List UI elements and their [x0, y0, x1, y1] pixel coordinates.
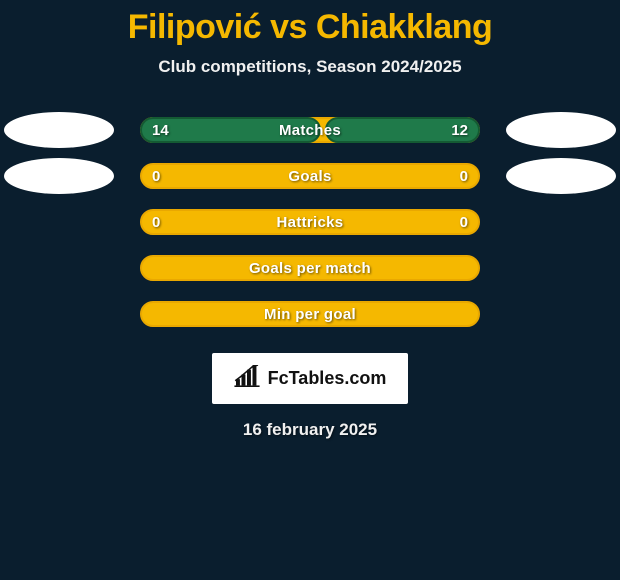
player-left-avatar — [4, 158, 114, 194]
player-right-avatar — [506, 112, 616, 148]
stat-bar: 0 Goals 0 — [140, 163, 480, 189]
stat-label: Goals per match — [249, 260, 371, 277]
stat-row-mpg: Min per goal — [0, 291, 620, 337]
stat-bar: 14 Matches 12 — [140, 117, 480, 143]
stat-value-left: 14 — [152, 122, 169, 139]
stat-row-hattricks: 0 Hattricks 0 — [0, 199, 620, 245]
stat-row-matches: 14 Matches 12 — [0, 107, 620, 153]
stat-value-left: 0 — [152, 168, 160, 185]
stat-label: Goals — [288, 168, 331, 185]
stat-bar: Min per goal — [140, 301, 480, 327]
stats-container: 14 Matches 12 0 Goals 0 0 Hattricks 0 Go… — [0, 107, 620, 337]
stat-value-left: 0 — [152, 214, 160, 231]
stat-label: Matches — [279, 122, 341, 139]
stat-row-goals: 0 Goals 0 — [0, 153, 620, 199]
stat-value-right: 12 — [451, 122, 468, 139]
page-subtitle: Club competitions, Season 2024/2025 — [0, 57, 620, 77]
player-left-avatar — [4, 112, 114, 148]
chart-icon — [234, 365, 260, 392]
brand-label: FcTables.com — [268, 368, 387, 389]
stat-row-gpm: Goals per match — [0, 245, 620, 291]
stat-value-right: 0 — [460, 214, 468, 231]
stat-label: Hattricks — [277, 214, 344, 231]
stat-bar: Goals per match — [140, 255, 480, 281]
stat-bar: 0 Hattricks 0 — [140, 209, 480, 235]
player-right-avatar — [506, 158, 616, 194]
brand-badge[interactable]: FcTables.com — [212, 353, 409, 404]
page-title: Filipović vs Chiakklang — [0, 0, 620, 47]
brand-container: FcTables.com — [0, 353, 620, 404]
stat-value-right: 0 — [460, 168, 468, 185]
date-label: 16 february 2025 — [0, 420, 620, 440]
stat-label: Min per goal — [264, 306, 356, 323]
